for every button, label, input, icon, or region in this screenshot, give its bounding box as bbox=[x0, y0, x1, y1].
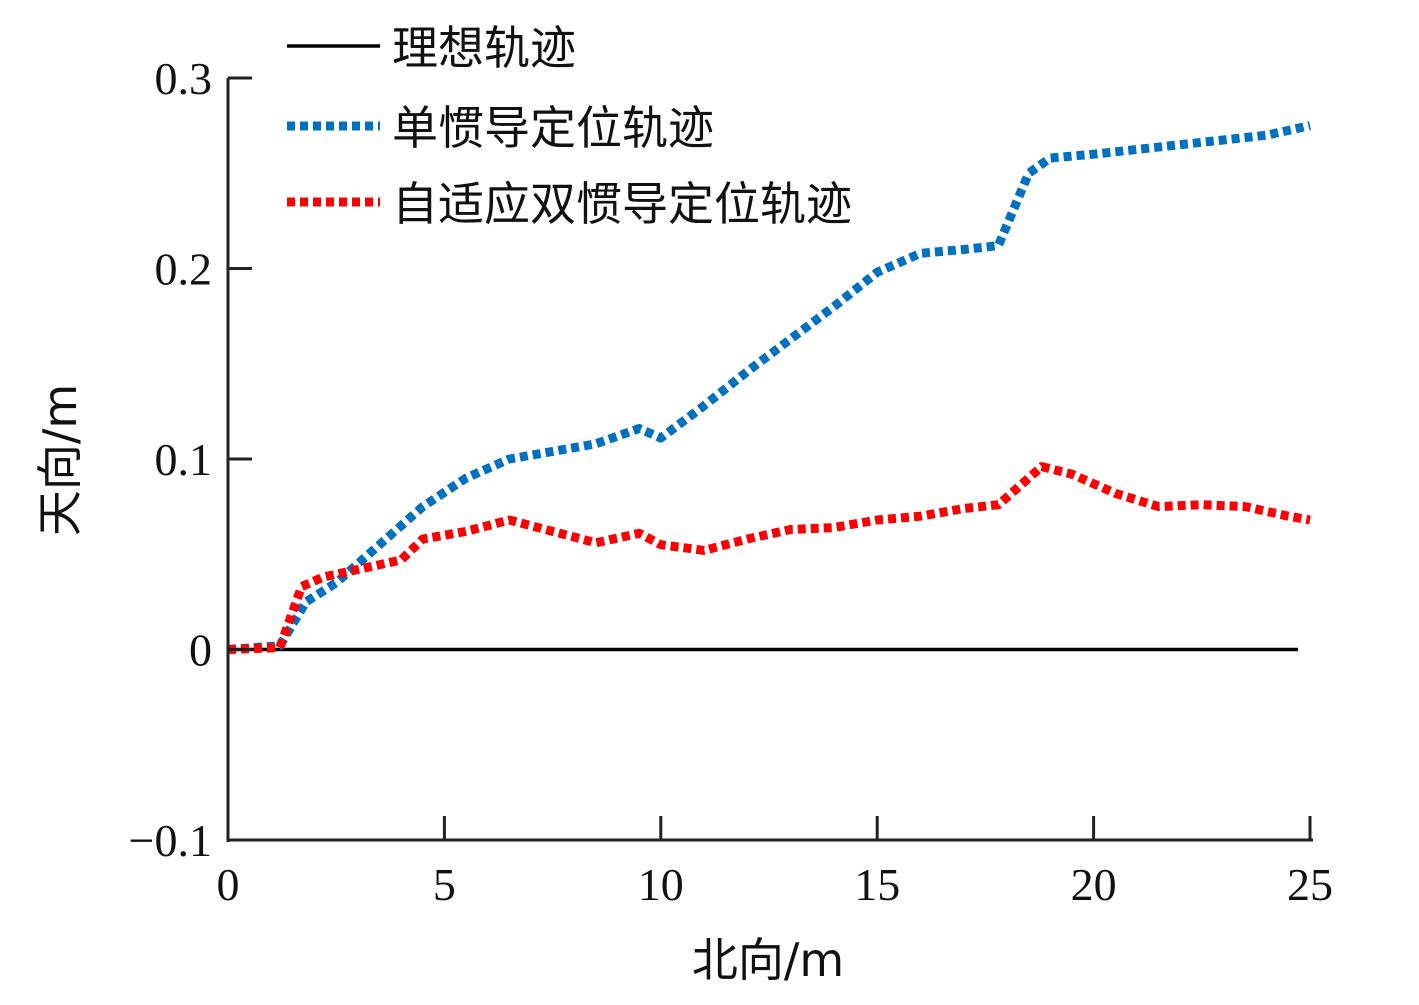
x-tick-label: 15 bbox=[854, 859, 900, 910]
legend-label-2: 自适应双惯导定位轨迹 bbox=[392, 177, 852, 231]
tick-labels: 0 5 10 15 20 25−0.100.10.20.3 bbox=[129, 53, 1333, 910]
x-tick-label: 5 bbox=[433, 859, 456, 910]
x-axis-label: 北向/m bbox=[692, 933, 844, 987]
plot-area bbox=[227, 121, 1311, 654]
y-tick-label: 0.3 bbox=[155, 53, 213, 104]
x-tick-label: 25 bbox=[1287, 859, 1333, 910]
y-axis-label: 天向/m bbox=[33, 384, 87, 536]
legend-label-1: 单惯导定位轨迹 bbox=[392, 101, 714, 155]
y-tick-label: 0 bbox=[189, 625, 212, 676]
y-tick-label: 0.1 bbox=[155, 434, 213, 485]
legend-label-0: 理想轨迹 bbox=[392, 21, 576, 75]
x-tick-label: 10 bbox=[638, 859, 684, 910]
y-tick-label: 0.2 bbox=[155, 244, 213, 295]
series-line-1 bbox=[227, 121, 1311, 654]
series-line-2 bbox=[227, 462, 1311, 654]
x-tick-label: 0 bbox=[217, 859, 240, 910]
tick-marks bbox=[226, 76, 1312, 842]
x-tick-label: 20 bbox=[1071, 859, 1117, 910]
y-tick-label: −0.1 bbox=[129, 815, 212, 866]
